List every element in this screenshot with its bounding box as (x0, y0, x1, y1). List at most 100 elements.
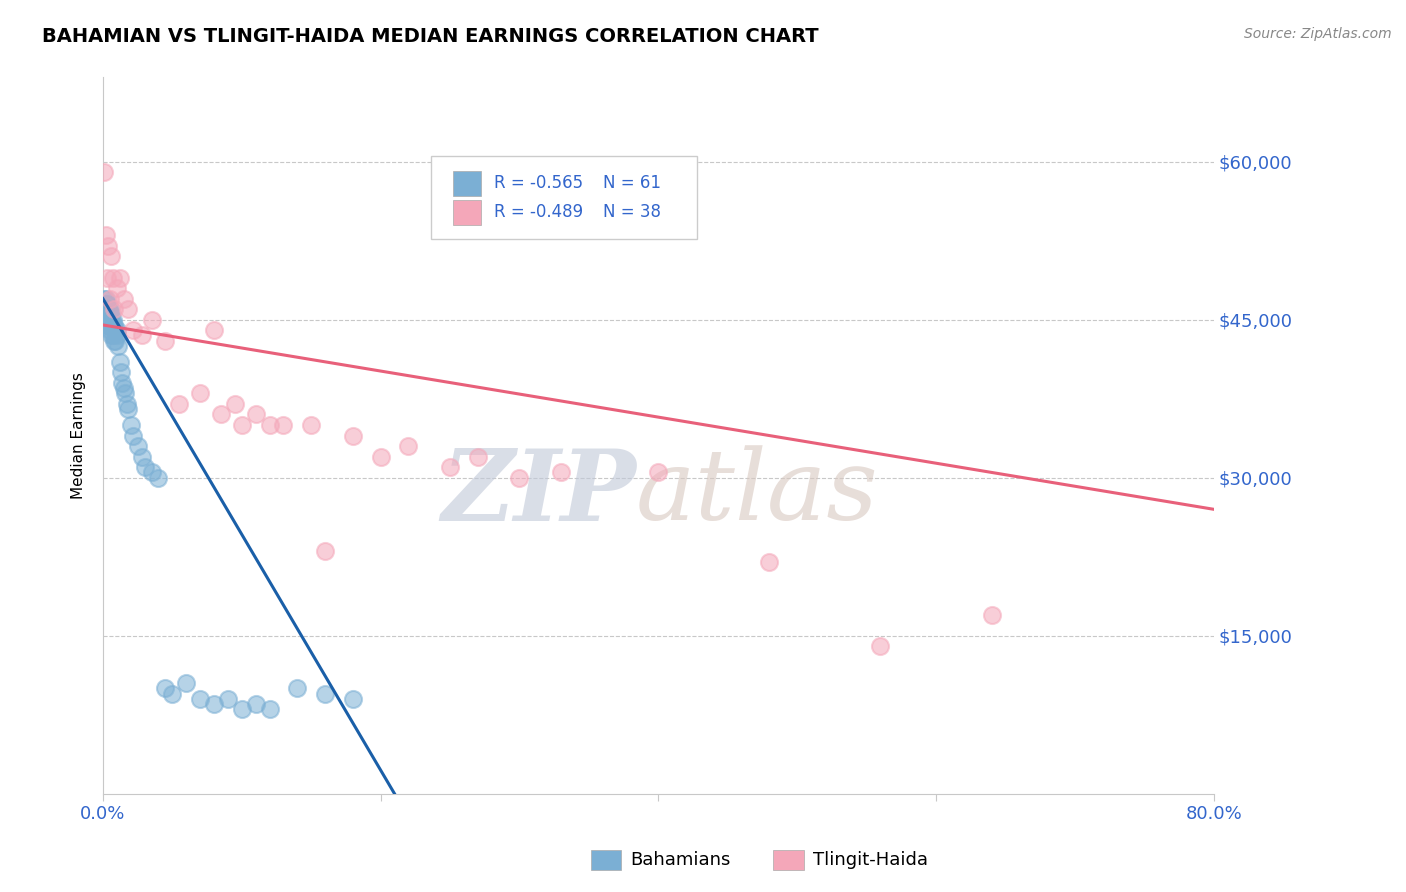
Point (94, 297, 117, 311)
Point (114, 386, 136, 401)
Point (94, 312, 117, 326)
Point (96, 312, 118, 326)
Point (96, 270, 118, 285)
Point (97, 302, 120, 317)
Point (105, 328, 128, 343)
Point (314, 687, 336, 701)
Text: Bahamians: Bahamians (630, 851, 730, 869)
Text: Tlingit-Haida: Tlingit-Haida (813, 851, 928, 869)
Point (202, 323, 225, 337)
Point (273, 417, 295, 432)
Point (104, 334, 127, 348)
Point (439, 460, 461, 475)
Point (314, 544, 336, 558)
Point (285, 681, 308, 696)
Point (209, 408, 232, 422)
Point (93, 292, 115, 306)
Point (758, 555, 780, 569)
Point (111, 376, 134, 390)
Point (97, 302, 120, 317)
Point (647, 466, 669, 480)
Point (148, 471, 170, 485)
Point (100, 250, 122, 264)
Point (342, 428, 364, 442)
FancyBboxPatch shape (453, 171, 481, 196)
Text: R = -0.565: R = -0.565 (494, 175, 583, 193)
Point (122, 323, 145, 337)
Point (101, 312, 124, 326)
Point (869, 639, 891, 653)
Point (98, 312, 121, 326)
Point (550, 466, 572, 480)
Point (245, 408, 267, 422)
Point (93, 165, 115, 179)
Point (97, 307, 120, 321)
Point (117, 402, 139, 417)
Point (231, 702, 253, 716)
Point (100, 328, 122, 343)
Point (217, 691, 239, 706)
Point (105, 281, 128, 295)
Point (112, 381, 135, 395)
Point (98, 292, 121, 306)
Point (94, 292, 117, 306)
Point (98, 318, 121, 332)
Point (103, 334, 125, 348)
Point (224, 397, 246, 411)
Point (131, 450, 153, 464)
Point (108, 270, 131, 285)
Point (98, 307, 121, 321)
Point (259, 417, 281, 432)
Point (101, 270, 124, 285)
Point (96, 318, 118, 332)
Point (134, 460, 156, 475)
FancyBboxPatch shape (453, 200, 481, 225)
Point (103, 302, 125, 317)
Point (96, 297, 118, 311)
Text: N = 61: N = 61 (603, 175, 661, 193)
Point (245, 697, 267, 711)
Point (131, 328, 153, 343)
Point (96, 307, 118, 321)
Point (117, 302, 139, 317)
Point (94, 307, 117, 321)
Point (103, 323, 125, 337)
Point (174, 676, 197, 690)
Point (97, 239, 120, 253)
Point (155, 681, 177, 696)
Point (202, 697, 225, 711)
Point (101, 318, 124, 332)
Point (97, 312, 120, 326)
Point (231, 417, 253, 432)
Point (120, 417, 142, 432)
Point (96, 302, 118, 317)
Point (100, 318, 122, 332)
Point (508, 471, 530, 485)
Point (396, 439, 419, 453)
Point (103, 318, 125, 332)
Point (127, 439, 149, 453)
Point (112, 292, 135, 306)
Text: R = -0.489: R = -0.489 (494, 203, 583, 221)
Text: atlas: atlas (636, 445, 879, 541)
Point (141, 466, 163, 480)
Point (122, 428, 145, 442)
Point (155, 334, 177, 348)
Point (97, 318, 120, 332)
Point (299, 417, 322, 432)
Point (342, 691, 364, 706)
Point (108, 355, 131, 369)
Point (93, 302, 115, 317)
Point (110, 365, 132, 379)
FancyBboxPatch shape (430, 156, 697, 238)
Point (188, 691, 211, 706)
Point (100, 307, 122, 321)
Point (980, 607, 1002, 622)
Point (162, 687, 184, 701)
Text: BAHAMIAN VS TLINGIT-HAIDA MEDIAN EARNINGS CORRELATION CHART: BAHAMIAN VS TLINGIT-HAIDA MEDIAN EARNING… (42, 27, 818, 45)
Y-axis label: Median Earnings: Median Earnings (72, 372, 86, 499)
Point (94, 228, 117, 243)
Point (100, 312, 122, 326)
Point (188, 386, 211, 401)
Text: ZIP: ZIP (441, 444, 636, 541)
